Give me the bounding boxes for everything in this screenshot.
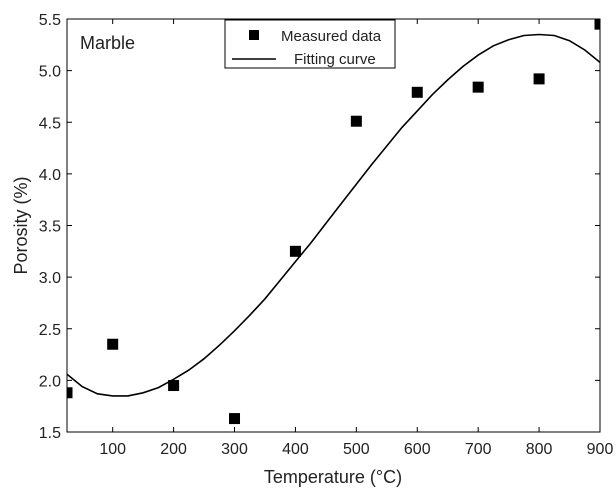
y-tick-label: 4.0 <box>39 167 61 184</box>
x-tick-label: 900 <box>587 441 614 458</box>
data-point-marker <box>472 81 484 93</box>
x-axis-label: Temperature (°C) <box>264 467 402 487</box>
plot-area <box>67 19 600 425</box>
data-point-marker <box>107 338 119 350</box>
tick-labels: 100 200 300 400 500 600 700 800 900 1.5 2.0 2.5 3.0 3… <box>39 12 614 458</box>
y-tick-label: 5.0 <box>39 64 61 81</box>
y-tick-label: 4.5 <box>39 115 61 132</box>
x-tick-label: 600 <box>404 441 431 458</box>
data-point-marker <box>229 413 241 425</box>
legend-square-marker-icon <box>249 30 259 40</box>
x-tick-label: 300 <box>221 441 248 458</box>
data-point-marker <box>289 245 301 257</box>
fitting-curve-line <box>67 33 600 397</box>
y-tick-label: 5.5 <box>39 12 61 29</box>
x-tick-label: 700 <box>465 441 492 458</box>
data-point-marker <box>350 115 362 127</box>
x-tick-label: 800 <box>526 441 553 458</box>
data-point-marker <box>594 19 600 30</box>
data-point-marker <box>67 387 73 399</box>
x-tick-label: 100 <box>99 441 126 458</box>
data-point-marker <box>168 380 180 392</box>
x-tick-label: 200 <box>160 441 187 458</box>
legend-box <box>224 19 396 69</box>
legend-label-fitting: Fitting curve <box>294 51 376 68</box>
x-tick-label: 500 <box>343 441 370 458</box>
legend-label-measured: Measured data <box>281 28 382 45</box>
y-tick-label: 2.0 <box>39 373 61 390</box>
y-tick-label: 3.5 <box>39 219 61 236</box>
measured-data-markers <box>67 19 600 425</box>
data-point-marker <box>533 73 545 85</box>
x-tick-label: 400 <box>282 441 309 458</box>
legend: Measured data Fitting curve <box>224 19 396 69</box>
y-tick-label: 2.5 <box>39 322 61 339</box>
y-axis-label: Porosity (%) <box>11 176 31 274</box>
plot-frame <box>66 18 601 433</box>
annotation-text: Marble <box>80 33 135 53</box>
y-tick-label: 1.5 <box>39 425 61 442</box>
axis-ticks <box>67 18 601 433</box>
y-tick-label: 3.0 <box>39 270 61 287</box>
data-point-marker <box>411 86 423 98</box>
